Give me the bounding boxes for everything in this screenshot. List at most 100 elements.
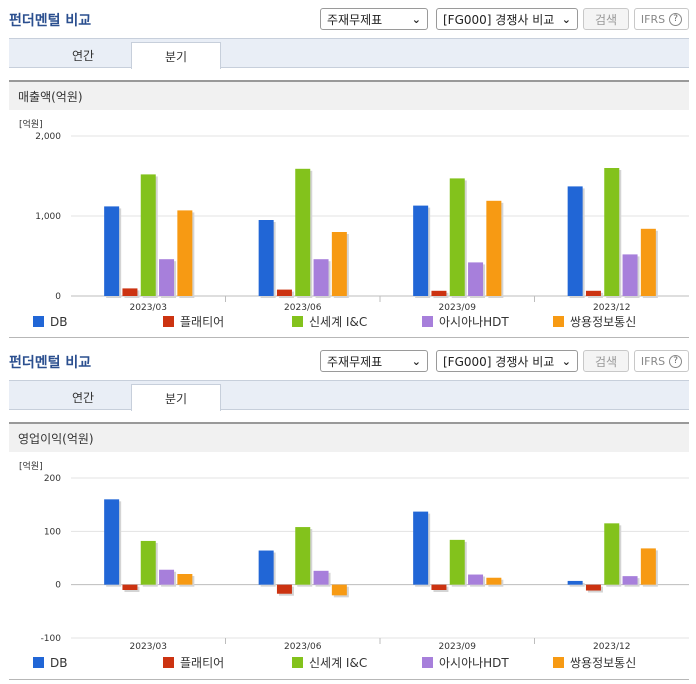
bar (622, 576, 638, 585)
x-tick-label: 2023/06 (284, 642, 322, 652)
bar (177, 210, 193, 296)
search-button[interactable]: 검색 (583, 350, 629, 372)
bar (604, 523, 620, 585)
bar (258, 220, 274, 296)
chart-subtitle: 매출액(억원) (9, 80, 689, 110)
legend-swatch (163, 316, 174, 327)
legend-swatch (33, 316, 44, 327)
section-title: 펀더멘털 비교 (9, 355, 92, 371)
legend-label: DB (50, 315, 67, 329)
legend-swatch (553, 657, 564, 668)
legend-label: DB (50, 656, 67, 670)
bar (431, 584, 447, 590)
x-tick-label: 2023/03 (130, 642, 167, 652)
compare-select-value: [FG000] 경쟁사 비교 (443, 354, 555, 369)
statement-select[interactable]: 주재무제표 ⌄ (320, 8, 428, 30)
chevron-down-icon: ⌄ (561, 12, 571, 26)
bar (468, 262, 484, 296)
bar (413, 205, 429, 296)
tab-quarterly[interactable]: 분기 (131, 42, 221, 69)
statement-select-value: 주재무제표 (327, 12, 383, 27)
bar (449, 539, 465, 585)
bar (159, 569, 175, 585)
legend-swatch (292, 657, 303, 668)
period-tabs: 연간 분기 (9, 38, 689, 69)
bar (449, 178, 465, 296)
legend-swatch (33, 657, 44, 668)
legend-label: 신세계 I&C (309, 315, 367, 329)
bar (295, 527, 311, 585)
bar (122, 288, 138, 296)
chevron-down-icon: ⌄ (411, 354, 421, 368)
legend-swatch (422, 316, 433, 327)
x-tick-label: 2023/12 (593, 642, 630, 652)
question-icon: ? (669, 12, 683, 26)
y-tick-label: 0 (55, 292, 61, 302)
operating-profit-bar-chart: [억원] -100 0 100 200 2023/03 2023/06 2023/09 2023… (19, 460, 689, 670)
fundamental-section-sales: 펀더멘털 비교 주재무제표 ⌄ [FG000] 경쟁사 비교 ⌄ 검색 IFRS… (9, 8, 689, 338)
x-tick-label: 2023/09 (439, 303, 477, 313)
tab-annual[interactable]: 연간 (71, 49, 95, 63)
bar (585, 584, 601, 591)
bar (313, 259, 329, 296)
bar (104, 206, 120, 296)
legend-item[interactable]: 아시아나HDT (422, 315, 509, 329)
legend-label: 아시아나HDT (439, 315, 509, 329)
y-tick-label: -100 (41, 634, 62, 644)
compare-select[interactable]: [FG000] 경쟁사 비교 ⌄ (436, 8, 578, 30)
bar (567, 186, 583, 296)
bar (313, 570, 329, 585)
tab-quarterly[interactable]: 분기 (131, 384, 221, 411)
search-button[interactable]: 검색 (583, 8, 629, 30)
bar (104, 499, 120, 585)
legend-item[interactable]: DB (33, 656, 67, 670)
legend-item[interactable]: 아시아나HDT (422, 656, 509, 670)
ifrs-help-button[interactable]: IFRS ? (634, 350, 689, 372)
bar-shadow (569, 582, 585, 587)
y-tick-label: 2,000 (35, 132, 61, 142)
bar (585, 290, 601, 296)
bar (276, 584, 292, 594)
y-tick-label: 0 (55, 581, 61, 591)
legend-swatch (163, 657, 174, 668)
legend-swatch (422, 657, 433, 668)
statement-select-value: 주재무제표 (327, 354, 383, 369)
question-icon: ? (669, 354, 683, 368)
y-tick-label: 100 (44, 527, 61, 537)
bar (295, 168, 311, 296)
legend-item[interactable]: 쌍용정보통신 (553, 315, 636, 329)
statement-select[interactable]: 주재무제표 ⌄ (320, 350, 428, 372)
bar (486, 200, 502, 296)
x-tick-label: 2023/03 (130, 303, 167, 313)
divider (9, 337, 689, 338)
legend-item[interactable]: DB (33, 315, 67, 329)
section-title: 펀더멘털 비교 (9, 13, 92, 29)
divider (9, 679, 689, 680)
ifrs-help-button[interactable]: IFRS ? (634, 8, 689, 30)
legend-item[interactable]: 신세계 I&C (292, 656, 367, 670)
bar (468, 574, 484, 585)
sales-bar-chart: [억원] 0 1,000 2,000 2023/03 2023/06 2023/09 2023… (19, 118, 689, 329)
legend-item[interactable]: 신세계 I&C (292, 315, 367, 329)
legend-label: 쌍용정보통신 (570, 315, 636, 329)
tab-annual[interactable]: 연간 (71, 391, 95, 405)
legend-label: 아시아나HDT (439, 656, 509, 670)
bar (604, 168, 620, 296)
legend-item[interactable]: 쌍용정보통신 (553, 656, 636, 670)
x-tick-label: 2023/06 (284, 303, 322, 313)
ifrs-label: IFRS (640, 12, 666, 26)
ifrs-label: IFRS (640, 354, 666, 368)
legend-label: 쌍용정보통신 (570, 656, 636, 670)
bar (567, 580, 583, 585)
bar (486, 577, 502, 585)
compare-select[interactable]: [FG000] 경쟁사 비교 ⌄ (436, 350, 578, 372)
legend-item[interactable]: 플래티어 (163, 656, 224, 670)
bar (122, 584, 138, 590)
period-tabs: 연간 분기 (9, 380, 689, 411)
compare-select-value: [FG000] 경쟁사 비교 (443, 12, 555, 27)
x-tick-label: 2023/09 (439, 642, 477, 652)
legend-swatch (292, 316, 303, 327)
bar (177, 574, 193, 585)
legend-item[interactable]: 플래티어 (163, 315, 224, 329)
bar (640, 548, 656, 585)
